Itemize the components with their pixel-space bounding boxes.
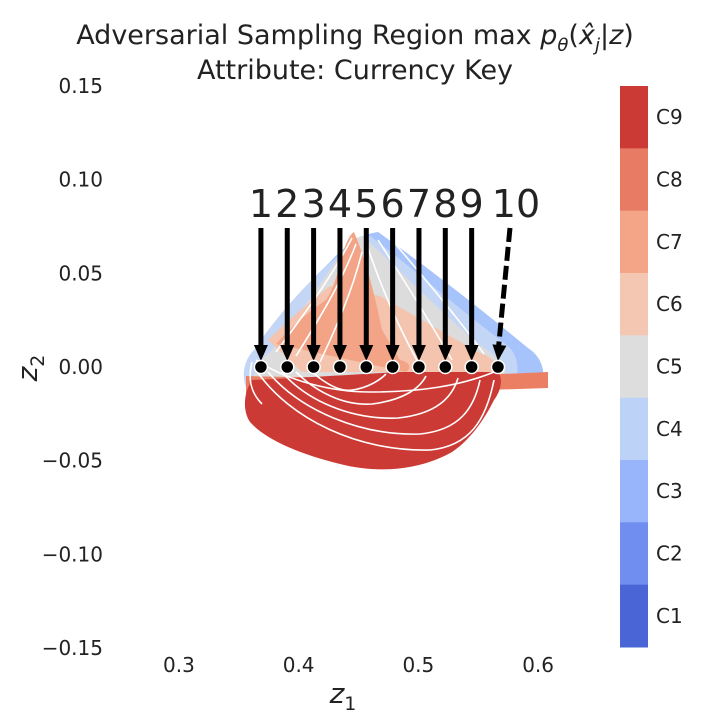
colorbar-label: C2	[656, 542, 683, 566]
sample-point	[464, 359, 479, 375]
sample-arrow-head	[359, 345, 374, 361]
x-tick-label: 0.3	[163, 653, 195, 677]
sample-label: 9	[460, 182, 484, 226]
y-tick-label: 0.00	[58, 355, 103, 379]
x-tick-label: 0.6	[522, 653, 554, 677]
region-salmon	[276, 232, 410, 372]
sample-point	[490, 359, 506, 375]
sample-label: 3	[302, 182, 326, 226]
y-tick-label: −0.10	[42, 542, 103, 566]
sample-label: 10	[492, 182, 540, 226]
sample-point	[332, 359, 348, 375]
sample-label: 8	[433, 182, 457, 226]
colorbar-label: C8	[656, 168, 683, 192]
colorbar-segment	[620, 584, 648, 648]
y-axis-label: z2	[11, 355, 49, 383]
colorbar-label: C4	[656, 417, 683, 441]
contour-line	[295, 243, 357, 357]
colorbar-label: C6	[656, 292, 683, 316]
y-tick-label: 0.10	[58, 168, 103, 192]
colorbar-segment	[620, 273, 648, 336]
sample-point	[359, 359, 374, 375]
colorbar-segment	[620, 335, 648, 399]
y-axis-ticks: 0.15 0.10 0.05 0.00 −0.05 −0.10 −0.15	[42, 74, 103, 660]
x-tick-label: 0.5	[402, 653, 434, 677]
sample-point	[411, 359, 427, 375]
sample-arrow-head	[438, 345, 453, 361]
region-red	[244, 372, 501, 470]
sample-arrow-head	[306, 345, 321, 361]
contour-line	[281, 371, 459, 419]
y-tick-label: −0.05	[42, 449, 103, 473]
y-tick-label: 0.15	[58, 74, 103, 98]
sample-label: 4	[328, 182, 352, 226]
sample-arrows	[253, 227, 513, 361]
colorbar-segment	[620, 86, 648, 149]
colorbar: C9 C8 C7 C6 C5 C4 C3 C2 C1	[620, 86, 683, 648]
y-tick-label: 0.05	[58, 261, 103, 285]
colorbar-segment	[620, 148, 648, 212]
sample-labels: 1 2 3 4 5 6 7 8 9 10	[249, 182, 540, 226]
contour-line	[255, 369, 495, 451]
sample-arrow-head	[411, 345, 426, 361]
sample-arrow-head	[332, 345, 347, 361]
x-axis-label: z1	[329, 677, 357, 715]
sample-point	[385, 359, 400, 375]
chart-title: Adversarial Sampling Region max pθ(x̂j|z…	[76, 20, 634, 56]
colorbar-label: C1	[656, 604, 683, 628]
y-tick-label: −0.15	[42, 636, 103, 660]
sample-point	[280, 359, 295, 375]
sample-label: 1	[249, 182, 273, 226]
sample-arrow-head	[464, 345, 479, 361]
contour-line	[255, 359, 495, 393]
colorbar-segment	[620, 210, 648, 274]
sample-point	[253, 359, 269, 375]
colorbar-label: C9	[656, 105, 683, 129]
x-tick-label: 0.4	[283, 653, 315, 677]
contour-line	[295, 371, 427, 405]
sample-arrow-head	[280, 345, 295, 361]
contour-line	[267, 371, 481, 435]
chart-subtitle: Attribute: Currency Key	[197, 55, 513, 86]
sample-label: 2	[275, 182, 299, 226]
colorbar-label: C5	[656, 355, 683, 379]
sample-point	[438, 359, 453, 375]
contour-line	[319, 251, 363, 363]
sample-point	[306, 359, 321, 375]
colorbar-label: C3	[656, 479, 683, 503]
sample-label: 5	[354, 182, 378, 226]
colorbar-segment	[620, 522, 648, 586]
sample-points	[253, 359, 506, 375]
colorbar-segment	[620, 460, 648, 523]
contour-line	[311, 371, 387, 392]
sample-arrow-head	[492, 344, 507, 361]
sample-label: 7	[407, 182, 431, 226]
contour-line	[249, 361, 263, 405]
sample-arrow-head	[253, 345, 268, 361]
sample-arrow-head	[385, 345, 400, 361]
x-axis-ticks: 0.3 0.4 0.5 0.6	[163, 653, 554, 677]
sample-label: 6	[381, 182, 405, 226]
sample-arrow	[495, 227, 513, 354]
colorbar-segment	[620, 397, 648, 461]
colorbar-label: C7	[656, 230, 683, 254]
contour-line	[391, 239, 485, 355]
